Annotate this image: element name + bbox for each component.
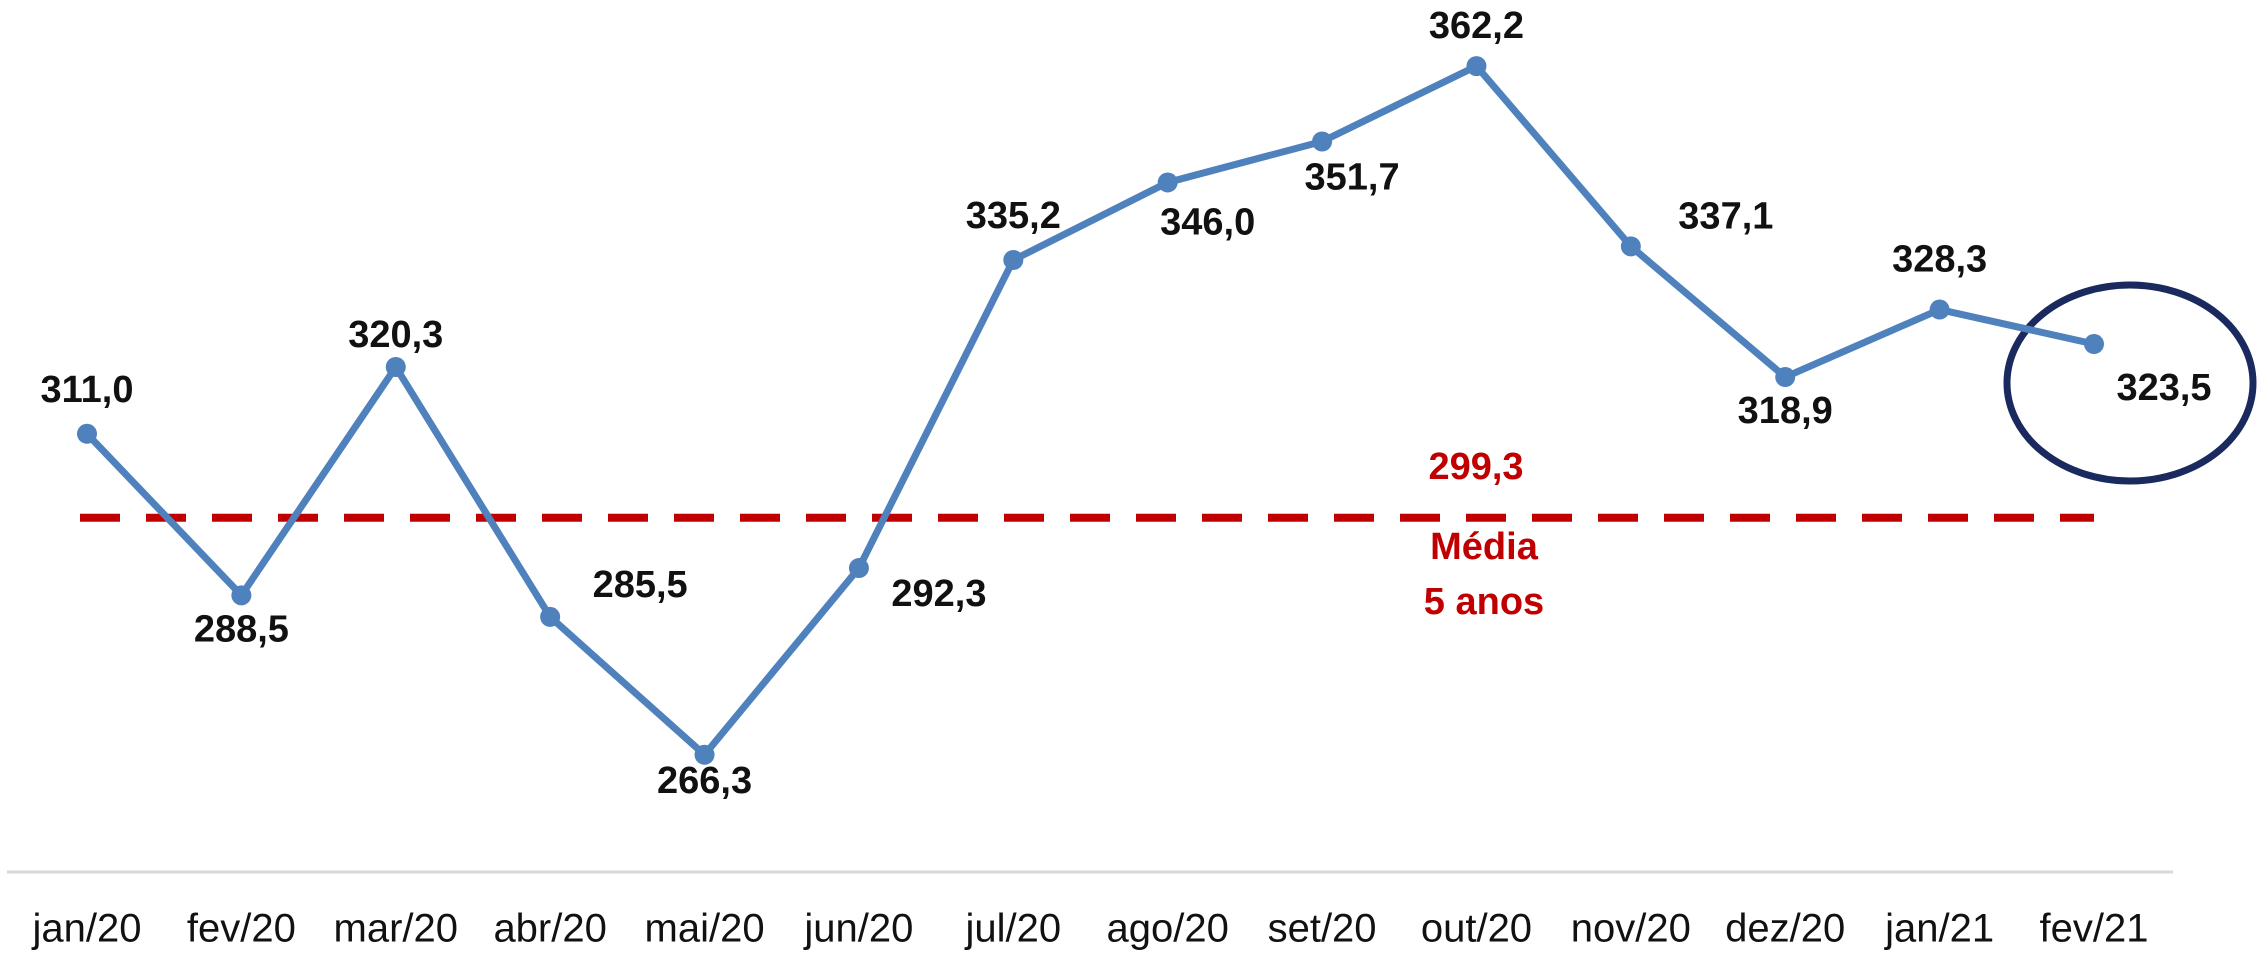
- x-tick-label: ago/20: [1107, 907, 1229, 951]
- x-tick-label: jan/20: [32, 907, 142, 951]
- data-label: 337,1: [1678, 195, 1773, 237]
- data-label: 311,0: [41, 369, 134, 411]
- x-tick-label: mai/20: [645, 907, 765, 951]
- x-tick-label: fev/20: [187, 907, 296, 951]
- point: [540, 606, 561, 627]
- point: [848, 558, 869, 579]
- data-label: 320,3: [348, 314, 443, 356]
- x-tick-label: mar/20: [334, 907, 459, 951]
- point: [694, 744, 715, 765]
- data-label: 335,2: [966, 195, 1061, 237]
- x-tick-label: jun/20: [803, 907, 913, 951]
- data-label: 292,3: [891, 573, 986, 615]
- point: [1775, 367, 1796, 388]
- point: [385, 356, 406, 377]
- highlight-circle: [2003, 281, 2257, 485]
- point: [77, 423, 97, 444]
- point: [1312, 131, 1333, 152]
- line: [84, 62, 2095, 759]
- point: [1466, 56, 1487, 77]
- point: [1003, 249, 1024, 270]
- point: [1929, 299, 1950, 320]
- data-label: 318,9: [1738, 390, 1833, 432]
- data-label: 351,7: [1305, 157, 1400, 199]
- point: [1157, 172, 1178, 193]
- mean-text: 5 anos: [1424, 581, 1544, 623]
- x-tick-label: jul/20: [964, 907, 1061, 951]
- data-label: 285,5: [593, 564, 688, 606]
- point: [231, 585, 252, 606]
- data-label: 346,0: [1160, 201, 1255, 243]
- mean-label: 299,3: [1428, 446, 1523, 488]
- x-tick-label: abr/20: [493, 907, 606, 951]
- x-tick-label: nov/20: [1571, 907, 1691, 951]
- x-tick-label: jan/21: [1884, 907, 1994, 951]
- x-tick-label: set/20: [1268, 907, 1377, 951]
- mean-text: Média: [1430, 526, 1539, 568]
- data-label: 323,5: [2116, 367, 2211, 409]
- x-tick-label: fev/21: [2040, 907, 2149, 951]
- x-tick-label: out/20: [1421, 907, 1532, 951]
- point: [2084, 334, 2104, 355]
- data-label: 328,3: [1892, 239, 1987, 281]
- data-label: 362,2: [1429, 5, 1524, 47]
- x-tick-label: dez/20: [1725, 907, 1845, 951]
- point: [1620, 236, 1641, 257]
- data-label: 288,5: [194, 608, 289, 650]
- data-label: 266,3: [657, 760, 752, 802]
